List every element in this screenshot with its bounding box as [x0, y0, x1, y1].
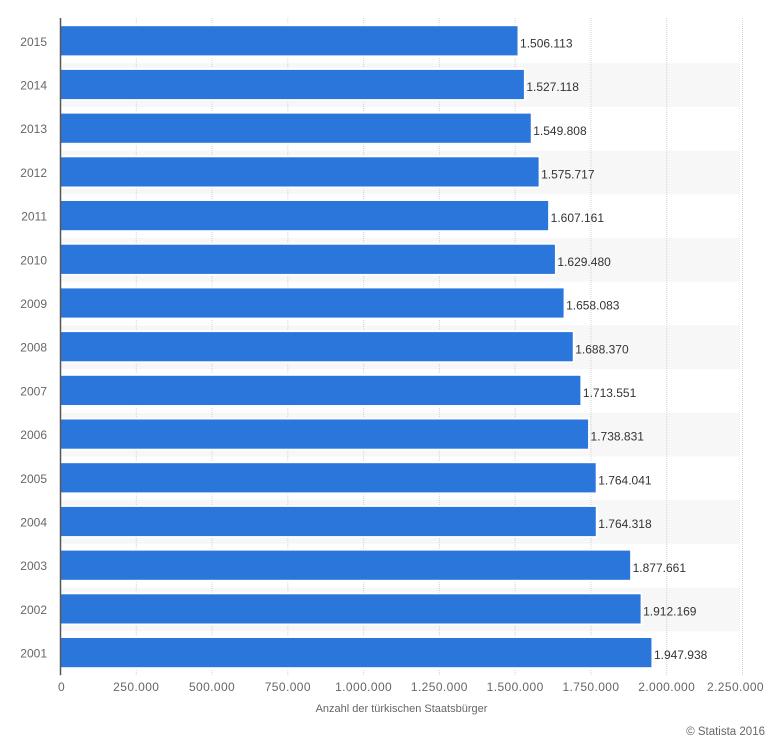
svg-text:2003: 2003: [20, 559, 47, 573]
svg-text:1.912.169: 1.912.169: [643, 605, 697, 619]
svg-text:1.250.000: 1.250.000: [411, 680, 468, 694]
svg-text:2.250.000: 2.250.000: [707, 680, 764, 694]
svg-text:1.000.000: 1.000.000: [335, 680, 392, 694]
svg-text:2002: 2002: [20, 603, 47, 617]
svg-text:1.658.083: 1.658.083: [566, 299, 620, 313]
svg-text:2014: 2014: [20, 79, 47, 93]
svg-text:2015: 2015: [20, 35, 47, 49]
svg-text:2006: 2006: [20, 428, 47, 442]
svg-text:1.877.661: 1.877.661: [633, 561, 687, 575]
svg-text:1.738.831: 1.738.831: [591, 430, 645, 444]
svg-text:750.000: 750.000: [265, 680, 311, 694]
svg-text:© Statista 2016: © Statista 2016: [686, 726, 765, 738]
svg-text:1.750.000: 1.750.000: [562, 680, 619, 694]
svg-text:1.527.118: 1.527.118: [526, 80, 579, 94]
svg-text:2001: 2001: [20, 647, 47, 661]
svg-text:2004: 2004: [20, 516, 47, 530]
svg-text:1.713.551: 1.713.551: [583, 386, 637, 400]
svg-text:1.607.161: 1.607.161: [551, 211, 605, 225]
svg-text:1.629.480: 1.629.480: [557, 255, 611, 269]
svg-text:2011: 2011: [21, 210, 47, 224]
svg-text:2013: 2013: [20, 122, 47, 136]
svg-text:2012: 2012: [20, 166, 47, 180]
svg-text:Anzahl der türkischen Staatsbü: Anzahl der türkischen Staatsbürger: [316, 703, 488, 715]
svg-text:1.947.938: 1.947.938: [654, 648, 708, 662]
svg-text:500.000: 500.000: [189, 680, 235, 694]
svg-text:1.506.113: 1.506.113: [520, 36, 573, 50]
svg-text:1.688.370: 1.688.370: [575, 342, 629, 356]
svg-text:2005: 2005: [20, 472, 47, 486]
svg-text:2.000.000: 2.000.000: [638, 680, 695, 694]
svg-text:1.764.318: 1.764.318: [598, 517, 652, 531]
svg-text:250.000: 250.000: [113, 680, 159, 694]
svg-text:1.500.000: 1.500.000: [487, 680, 544, 694]
svg-text:1.764.041: 1.764.041: [598, 473, 652, 487]
svg-text:2010: 2010: [20, 253, 47, 267]
svg-text:2009: 2009: [20, 297, 47, 311]
svg-text:1.575.717: 1.575.717: [541, 168, 595, 182]
svg-text:1.549.808: 1.549.808: [533, 124, 587, 138]
svg-text:2007: 2007: [20, 384, 47, 398]
svg-text:0: 0: [58, 680, 65, 694]
svg-text:2008: 2008: [20, 341, 47, 355]
